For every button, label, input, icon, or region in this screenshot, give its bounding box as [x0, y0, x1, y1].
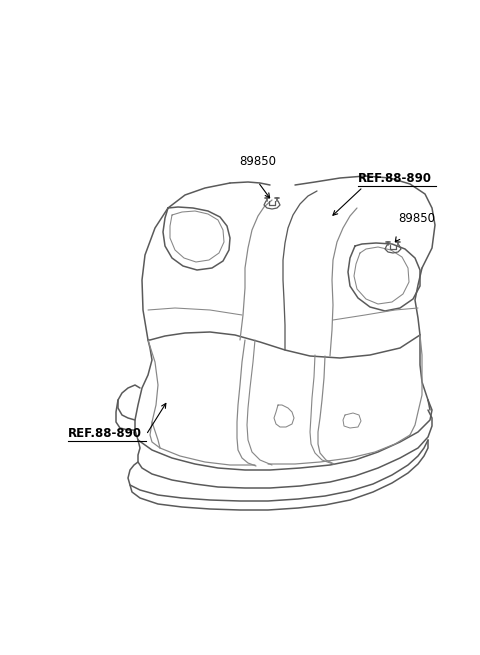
Text: 89850: 89850: [240, 155, 276, 168]
Text: REF.88-890: REF.88-890: [358, 172, 432, 185]
Text: REF.88-890: REF.88-890: [68, 427, 142, 440]
Text: 89850: 89850: [398, 212, 435, 225]
